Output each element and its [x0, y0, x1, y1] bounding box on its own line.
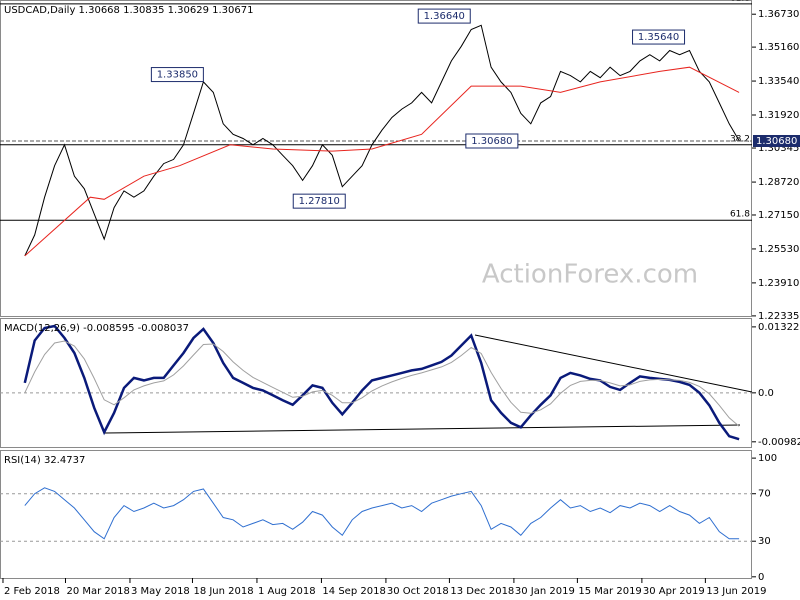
x-tick-label: 15 Mar 2019: [578, 586, 641, 597]
y-tick-label: 1.27150: [758, 210, 799, 221]
x-tick-label: 18 Jun 2018: [193, 586, 253, 597]
pane-title: MACD(12,26,9) -0.008595 -0.008037: [4, 323, 189, 334]
y-tick-label: 1.22335: [758, 311, 799, 322]
fib-label: 38.2: [730, 134, 750, 144]
y-tick-label: 0.0: [758, 388, 774, 399]
series-line: [24, 24, 740, 257]
price-annotation-box: [292, 193, 346, 209]
y-tick-label: 0: [758, 572, 764, 583]
price-annotation: 1.35640: [638, 32, 679, 43]
price-annotation-box: [632, 29, 686, 45]
x-tick-label: 30 Oct 2018: [387, 586, 449, 597]
x-tick-label: 13 Jun 2019: [706, 586, 766, 597]
y-tick-label: 1.25530: [758, 244, 799, 255]
x-tick-label: 14 Sep 2018: [322, 586, 385, 597]
price-annotation-box: [417, 8, 471, 24]
watermark: ActionForex.com: [482, 260, 698, 290]
x-tick-label: 30 Apr 2019: [643, 586, 705, 597]
y-tick-label: 1.35160: [758, 42, 799, 53]
pane-title: RSI(14) 32.4737: [4, 455, 85, 466]
series-line: [24, 66, 740, 257]
x-tick-label: 1 Aug 2018: [258, 586, 316, 597]
rsi-pane: [0, 450, 752, 579]
last-price-label: 1.30680: [756, 136, 797, 147]
x-tick-label: 3 May 2018: [131, 586, 190, 597]
trend-line: [104, 424, 741, 434]
series-line: [24, 340, 740, 427]
y-tick-label: 1.33540: [758, 76, 799, 87]
price-annotation: 1.33850: [157, 70, 198, 81]
y-tick-label: 70: [758, 489, 771, 500]
price-pane: [0, 0, 752, 317]
fib-label: 61.8: [730, 210, 750, 220]
y-tick-label: 30: [758, 536, 771, 547]
trend-line: [474, 334, 753, 393]
price-annotation: 1.30680: [471, 136, 512, 147]
y-tick-label: 1.30345: [758, 143, 799, 154]
y-tick-label: 1.23910: [758, 278, 799, 289]
macd-pane: [0, 318, 752, 448]
x-tick-label: 13 Dec 2018: [450, 586, 514, 597]
pane-title: USDCAD,Daily 1.30668 1.30835 1.30629 1.3…: [4, 5, 254, 16]
y-tick-label: 1.36730: [758, 9, 799, 20]
y-tick-label: 1.31920: [758, 110, 799, 121]
y-tick-label: 0.013229: [758, 322, 800, 333]
fib-label: 61.8: [730, 0, 750, 3]
y-tick-label: -0.00982: [758, 437, 800, 448]
series-line: [24, 487, 740, 540]
price-annotation: 1.27810: [299, 196, 340, 207]
last-price-box: [753, 135, 800, 147]
price-annotation-box: [150, 67, 204, 83]
x-tick-label: 30 Jan 2019: [515, 586, 575, 597]
y-tick-label: 100: [758, 453, 777, 464]
x-tick-label: 20 Mar 2018: [66, 586, 129, 597]
x-tick-label: 2 Feb 2018: [4, 586, 60, 597]
price-annotation-box: [465, 133, 519, 149]
price-annotation: 1.36640: [424, 11, 465, 22]
y-tick-label: 1.28720: [758, 177, 799, 188]
series-line: [23, 324, 740, 441]
